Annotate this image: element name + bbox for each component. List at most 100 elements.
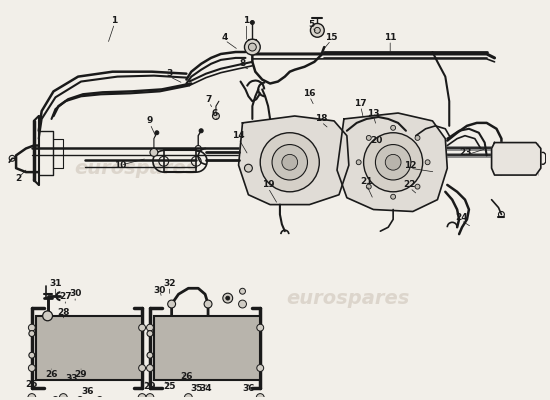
Circle shape [260, 133, 320, 192]
Circle shape [212, 112, 219, 120]
Circle shape [257, 364, 263, 372]
Circle shape [226, 296, 230, 300]
Text: 33: 33 [65, 374, 78, 383]
FancyBboxPatch shape [36, 316, 142, 380]
Circle shape [168, 300, 175, 308]
Text: 25: 25 [26, 380, 38, 389]
Circle shape [249, 43, 256, 51]
Text: 30: 30 [153, 286, 166, 295]
Circle shape [385, 154, 401, 170]
Circle shape [29, 364, 35, 372]
Text: 17: 17 [354, 99, 367, 108]
Text: 32: 32 [163, 279, 176, 288]
Circle shape [29, 352, 35, 358]
Text: 34: 34 [200, 384, 212, 393]
Circle shape [356, 160, 361, 165]
Circle shape [390, 125, 395, 130]
Circle shape [239, 300, 246, 308]
Text: 19: 19 [262, 180, 274, 190]
Text: 3: 3 [167, 69, 173, 78]
Circle shape [155, 131, 159, 135]
Text: 35: 35 [190, 384, 202, 393]
Text: 1: 1 [243, 16, 250, 25]
Circle shape [29, 324, 35, 331]
Circle shape [139, 324, 146, 331]
Circle shape [97, 396, 103, 400]
Circle shape [415, 184, 420, 189]
Circle shape [245, 164, 252, 172]
Text: 29: 29 [144, 382, 156, 391]
Text: 23: 23 [459, 148, 471, 157]
Text: 16: 16 [303, 89, 316, 98]
FancyBboxPatch shape [154, 316, 260, 380]
Text: 4: 4 [222, 33, 228, 42]
Circle shape [150, 148, 158, 156]
Text: 27: 27 [59, 292, 72, 301]
Text: 26: 26 [180, 372, 192, 381]
Circle shape [77, 396, 83, 400]
Text: 14: 14 [232, 131, 245, 140]
Text: 11: 11 [384, 33, 397, 42]
Circle shape [250, 20, 254, 24]
Circle shape [415, 136, 420, 140]
Circle shape [28, 394, 36, 400]
Circle shape [366, 184, 371, 189]
Circle shape [146, 364, 153, 372]
Text: 12: 12 [404, 161, 416, 170]
Text: 24: 24 [455, 213, 468, 222]
Text: 18: 18 [315, 114, 327, 124]
Circle shape [366, 136, 371, 140]
Circle shape [138, 394, 146, 400]
Circle shape [52, 396, 58, 400]
Text: 21: 21 [360, 178, 373, 186]
Text: 20: 20 [370, 136, 383, 145]
Text: eurospares: eurospares [286, 289, 409, 308]
Circle shape [282, 154, 298, 170]
Circle shape [257, 324, 263, 331]
Text: 22: 22 [404, 180, 416, 190]
Circle shape [147, 331, 153, 336]
Circle shape [139, 364, 146, 372]
Text: eurospares: eurospares [75, 159, 198, 178]
Circle shape [199, 129, 203, 133]
Circle shape [240, 288, 245, 294]
Text: 28: 28 [57, 308, 70, 317]
Circle shape [204, 300, 212, 308]
Text: 15: 15 [325, 33, 337, 42]
Text: 10: 10 [114, 161, 126, 170]
Polygon shape [337, 113, 447, 212]
Circle shape [390, 194, 395, 199]
Text: 2: 2 [15, 174, 21, 182]
Circle shape [147, 352, 153, 358]
Text: 5: 5 [309, 20, 315, 29]
Text: 36: 36 [82, 387, 94, 396]
Circle shape [256, 394, 264, 400]
Text: 29: 29 [75, 370, 87, 380]
Text: 8: 8 [239, 59, 246, 68]
Circle shape [364, 133, 422, 192]
Circle shape [310, 24, 324, 37]
Circle shape [315, 27, 320, 33]
Text: 36: 36 [242, 384, 255, 393]
Text: 9: 9 [147, 116, 153, 126]
Text: 7: 7 [206, 95, 212, 104]
Text: 1: 1 [112, 16, 118, 25]
Circle shape [184, 394, 192, 400]
Text: 26: 26 [45, 370, 58, 380]
Circle shape [425, 160, 430, 165]
Circle shape [43, 311, 52, 321]
Circle shape [223, 293, 233, 303]
Text: 25: 25 [163, 382, 176, 391]
Circle shape [146, 394, 154, 400]
Polygon shape [239, 116, 349, 204]
Circle shape [245, 39, 260, 55]
Circle shape [146, 324, 153, 331]
Text: 30: 30 [69, 289, 81, 298]
Circle shape [59, 394, 67, 400]
Polygon shape [492, 142, 541, 175]
Circle shape [272, 144, 307, 180]
Text: 6: 6 [212, 108, 218, 118]
Circle shape [376, 144, 411, 180]
Circle shape [29, 331, 35, 336]
Text: 13: 13 [367, 108, 380, 118]
